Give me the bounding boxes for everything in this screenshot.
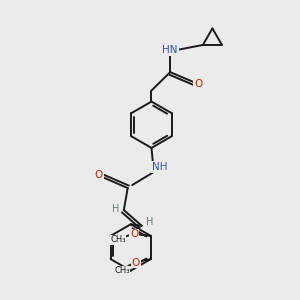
Text: CH₃: CH₃: [114, 266, 130, 275]
Text: HN: HN: [163, 45, 178, 56]
Text: H: H: [112, 204, 119, 214]
Text: CH₃: CH₃: [110, 235, 126, 244]
Text: O: O: [131, 258, 140, 268]
Text: H: H: [146, 217, 154, 226]
Text: O: O: [130, 230, 138, 239]
Text: O: O: [194, 79, 202, 89]
Text: NH: NH: [152, 162, 168, 172]
Text: O: O: [95, 170, 103, 180]
